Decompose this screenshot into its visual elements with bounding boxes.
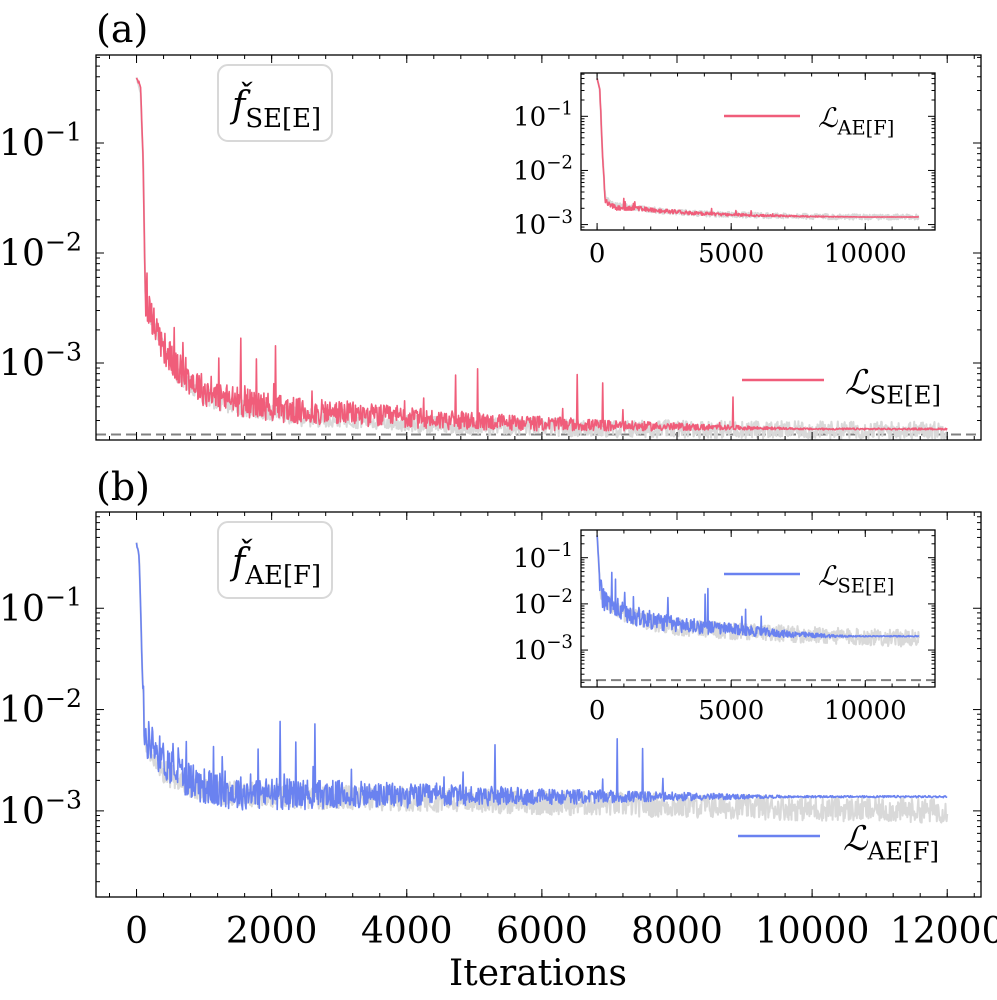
panel-a-inset-ytick-label: 10−3 [513, 207, 573, 241]
panel-a-inset-frame [580, 72, 936, 231]
panel-b-inset-xtick-label: 10000 [824, 696, 907, 726]
panel-b-ytick-label-exp: −1 [45, 583, 82, 612]
panel-a-ytick-label-exp: −1 [45, 117, 82, 146]
panel-b-inset-series-loss-line [596, 535, 920, 639]
panel-a-inset-legend-label: ℒAE[F] [818, 103, 894, 140]
panel-b-ytick-label-exp: −2 [45, 684, 82, 713]
panel-a-inset-plot-area [581, 73, 935, 230]
panel-b-inset-series-group [581, 534, 935, 682]
panel-a-inset-series-group [596, 77, 920, 221]
x-axis-title: Iterations [449, 953, 627, 994]
panel-b-inset-ytick-label-exp: −1 [546, 540, 573, 561]
panel-b: 0 2000 4000 6000 8000 10000 1200010−110−210−3(… [0, 465, 997, 952]
panel-b-ytick-label-exp: −3 [45, 785, 82, 814]
panel-b-series-group [135, 542, 949, 824]
panel-a-inset-legend-label-sub: AE[F] [836, 117, 894, 140]
panel-a-inset-series-loss-line [596, 78, 920, 218]
panel-b-inset-ytick-label-base: 10 [513, 544, 546, 574]
panel-a-annotation-sub: SE[E] [245, 104, 321, 134]
panel-b-inset-ytick-label: 10−2 [513, 586, 573, 620]
panel-b-legend-label-main: ℒ [843, 819, 869, 859]
panel-b-inset-ytick-label-exp: −3 [546, 632, 573, 653]
panel-a-ytick-label-exp: −3 [45, 337, 82, 366]
panel-b-xtick-label: 4000 [361, 911, 453, 952]
panel-a-inset-xtick-label: 5000 [698, 239, 764, 269]
panel-a-ytick-label-base: 10 [0, 344, 45, 385]
panel-b-inset-xtick-label: 5000 [698, 696, 764, 726]
panel-b-inset-legend-label-main: ℒ [818, 561, 838, 592]
panel-b-ytick-label: 10−2 [0, 684, 82, 731]
panel-a-inset-ytick-label-exp: −1 [546, 98, 573, 119]
panel-b-annotation-box [217, 521, 333, 599]
panel-a-series-loss-line [135, 77, 948, 432]
panel-a: 10−110−210−3(a)f̌SE[E]ℒSE[E]0 5000 1000010… [0, 7, 982, 441]
panel-a-inset-xtick-label: 10000 [824, 239, 907, 269]
panel-a-ytick-label-base: 10 [0, 234, 45, 275]
panel-a-inset-xtick-label: 0 [589, 239, 606, 269]
panel-b-inset-ytick-label-base: 10 [513, 636, 546, 666]
panel-a-ytick-label-base: 10 [0, 124, 45, 165]
panel-b-inset-ytick-label-base: 10 [513, 590, 546, 620]
panel-a-inset-ytick-label-base: 10 [513, 211, 546, 241]
panel-b-inset-legend-label: ℒSE[E] [818, 561, 894, 598]
panel-a-label: (a) [96, 7, 148, 51]
panel-a-legend-label-main: ℒ [845, 363, 871, 403]
panel-b-legend-label-sub: AE[F] [867, 837, 940, 866]
panel-b-series-loss-line [135, 542, 948, 811]
panel-a-inset-ytick-label: 10−1 [513, 98, 573, 132]
panel-a-inset-ytick-label-exp: −3 [546, 207, 573, 228]
panel-b-annotation: f̌AE[F] [229, 539, 321, 591]
panel-b-inset-ytick-label: 10−3 [513, 632, 573, 666]
panel-b-legend-label: ℒAE[F] [843, 819, 939, 866]
panel-b-inset-ytick-label: 10−1 [513, 540, 573, 574]
panel-a-ytick-label: 10−1 [0, 117, 82, 164]
panel-a-inset-legend-label-main: ℒ [818, 103, 838, 134]
panel-b-xtick-label: 12000 [890, 911, 997, 952]
panel-b-ytick-label-base: 10 [0, 690, 45, 731]
panel-b-inset-frame [580, 529, 936, 688]
panel-a-ytick-label: 10−2 [0, 227, 82, 274]
panel-b-xtick-label: 6000 [496, 911, 588, 952]
panel-b-ytick-label: 10−1 [0, 583, 82, 630]
panel-a-ytick-label-exp: −2 [45, 227, 82, 256]
panel-b-ytick-label-base: 10 [0, 791, 45, 832]
panel-a-legend-label: ℒSE[E] [845, 363, 941, 410]
panel-b-xtick-label: 10000 [755, 911, 870, 952]
panel-b-inset-plot-area [581, 530, 935, 687]
panel-a-legend-label-sub: SE[E] [870, 381, 942, 410]
panel-a-inset-ytick-label-base: 10 [513, 102, 546, 132]
panel-a-frame [95, 54, 982, 441]
panel-a-ytick-label: 10−3 [0, 337, 82, 384]
panel-b-label: (b) [96, 465, 150, 509]
panel-a-annotation: f̌SE[E] [229, 82, 321, 134]
panel-b-ytick-label-base: 10 [0, 589, 45, 630]
panel-a-inset-ytick-label: 10−2 [513, 153, 573, 187]
panel-a-series-group [96, 77, 981, 440]
panel-b-ytick-label: 10−3 [0, 785, 82, 832]
panel-b-inset-xtick-label: 0 [589, 696, 606, 726]
panel-b-inset-ytick-label-exp: −2 [546, 586, 573, 607]
panel-b-xtick-label: 0 [125, 911, 148, 952]
panel-a-inset-ytick-label-base: 10 [513, 157, 546, 187]
panel-b-frame [95, 511, 982, 898]
panel-a-inset-ytick-label-exp: −2 [546, 153, 573, 174]
panel-b-inset-legend-label-sub: SE[E] [837, 575, 894, 598]
panel-b-xtick-label: 2000 [226, 911, 318, 952]
panel-b-xtick-label: 8000 [631, 911, 723, 952]
panel-b-annotation-sub: AE[F] [244, 561, 321, 591]
panel-a-annotation-box [217, 64, 333, 142]
